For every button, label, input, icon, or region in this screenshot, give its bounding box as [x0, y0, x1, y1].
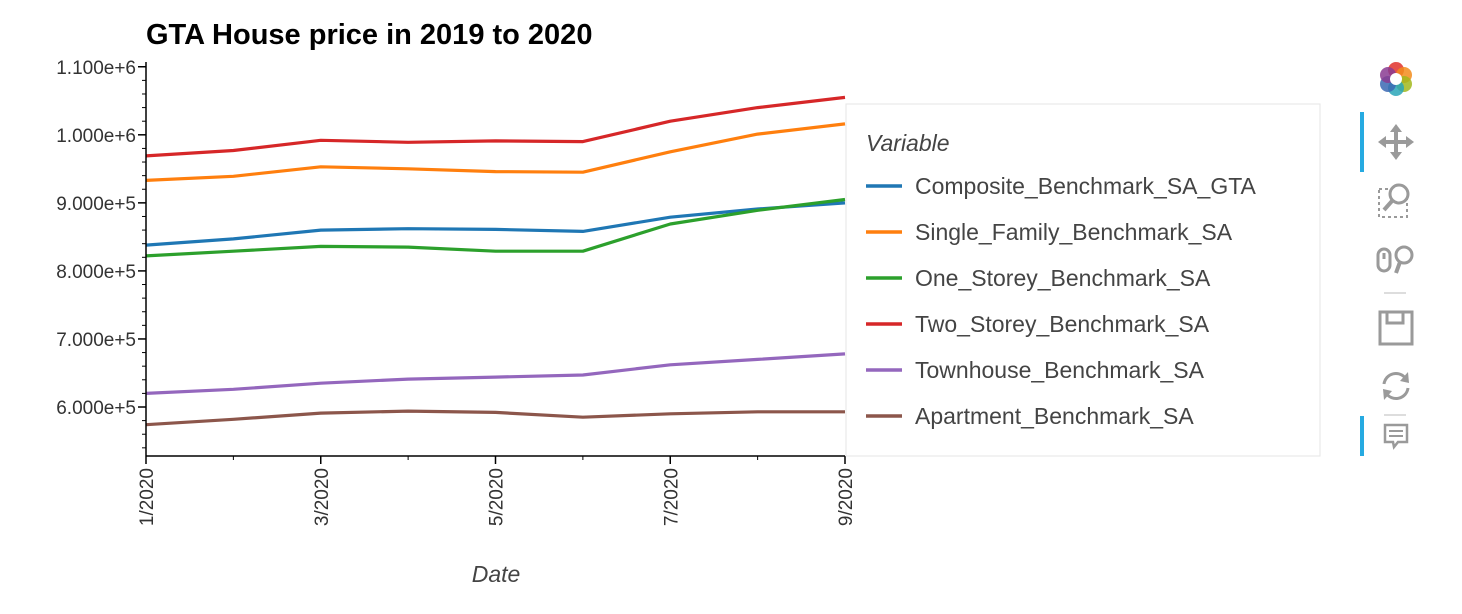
- y-tick-label: 6.000e+5: [56, 398, 136, 419]
- x-axis-label: Date: [472, 561, 521, 587]
- bokeh-logo-icon[interactable]: [1356, 52, 1436, 106]
- series-line-5: [145, 409, 845, 427]
- x-tick-label: 1/2020: [137, 468, 158, 526]
- legend-label-4: Townhouse_Benchmark_SA: [915, 357, 1205, 383]
- series-line-4: [145, 352, 846, 395]
- reset-tool[interactable]: [1356, 362, 1436, 410]
- legend-label-0: Composite_Benchmark_SA_GTA: [915, 173, 1257, 199]
- y-axis: 6.000e+5 7.000e+5 8.000e+5 9.000e+5 1.000e+6…: [56, 58, 147, 456]
- legend: Variable Composite_Benchmark_SA_GTA Singl…: [845, 103, 1321, 457]
- save-tool[interactable]: [1356, 304, 1436, 352]
- box-zoom-tool[interactable]: [1356, 176, 1436, 224]
- pan-tool[interactable]: [1356, 112, 1436, 172]
- y-tick-label: 8.000e+5: [56, 262, 136, 283]
- series-line-0: [145, 201, 846, 247]
- move-icon: [1378, 124, 1414, 160]
- x-tick-label: 9/2020: [836, 468, 857, 526]
- legend-items: Composite_Benchmark_SA_GTA Single_Family_…: [866, 173, 1257, 429]
- x-axis: 1/2020 3/2020 5/2020 7/2020 9/2020: [137, 455, 857, 526]
- box-zoom-icon: [1378, 183, 1410, 218]
- series-line-3: [145, 95, 846, 158]
- toolbar-separator: [1384, 292, 1406, 294]
- y-tick-label: 1.000e+6: [56, 126, 136, 147]
- hover-icon: [1383, 423, 1409, 450]
- legend-label-3: Two_Storey_Benchmark_SA: [915, 311, 1210, 337]
- y-tick-label: 7.000e+5: [56, 330, 136, 351]
- hover-tool[interactable]: [1356, 416, 1436, 456]
- wheel-zoom-tool[interactable]: [1356, 236, 1436, 284]
- x-tick-label: 5/2020: [487, 468, 508, 526]
- reset-icon: [1382, 372, 1410, 400]
- legend-label-1: Single_Family_Benchmark_SA: [915, 219, 1233, 245]
- y-tick-label: 1.100e+6: [56, 58, 136, 79]
- toolbar: [1356, 52, 1436, 472]
- x-tick-label: 7/2020: [661, 468, 682, 526]
- wheel-zoom-icon: [1376, 245, 1414, 274]
- legend-title: Variable: [866, 130, 950, 156]
- toolbar-separator: [1384, 414, 1406, 416]
- y-tick-label: 9.000e+5: [56, 194, 136, 215]
- x-tick-label: 3/2020: [312, 468, 333, 526]
- plot-lines: [145, 95, 846, 427]
- series-line-2: [145, 197, 846, 258]
- series-line-1: [145, 122, 846, 182]
- legend-box: [845, 103, 1321, 457]
- save-icon: [1378, 310, 1414, 346]
- legend-label-5: Apartment_Benchmark_SA: [915, 403, 1194, 429]
- legend-label-2: One_Storey_Benchmark_SA: [915, 265, 1211, 291]
- chart-title: GTA House price in 2019 to 2020: [146, 19, 592, 51]
